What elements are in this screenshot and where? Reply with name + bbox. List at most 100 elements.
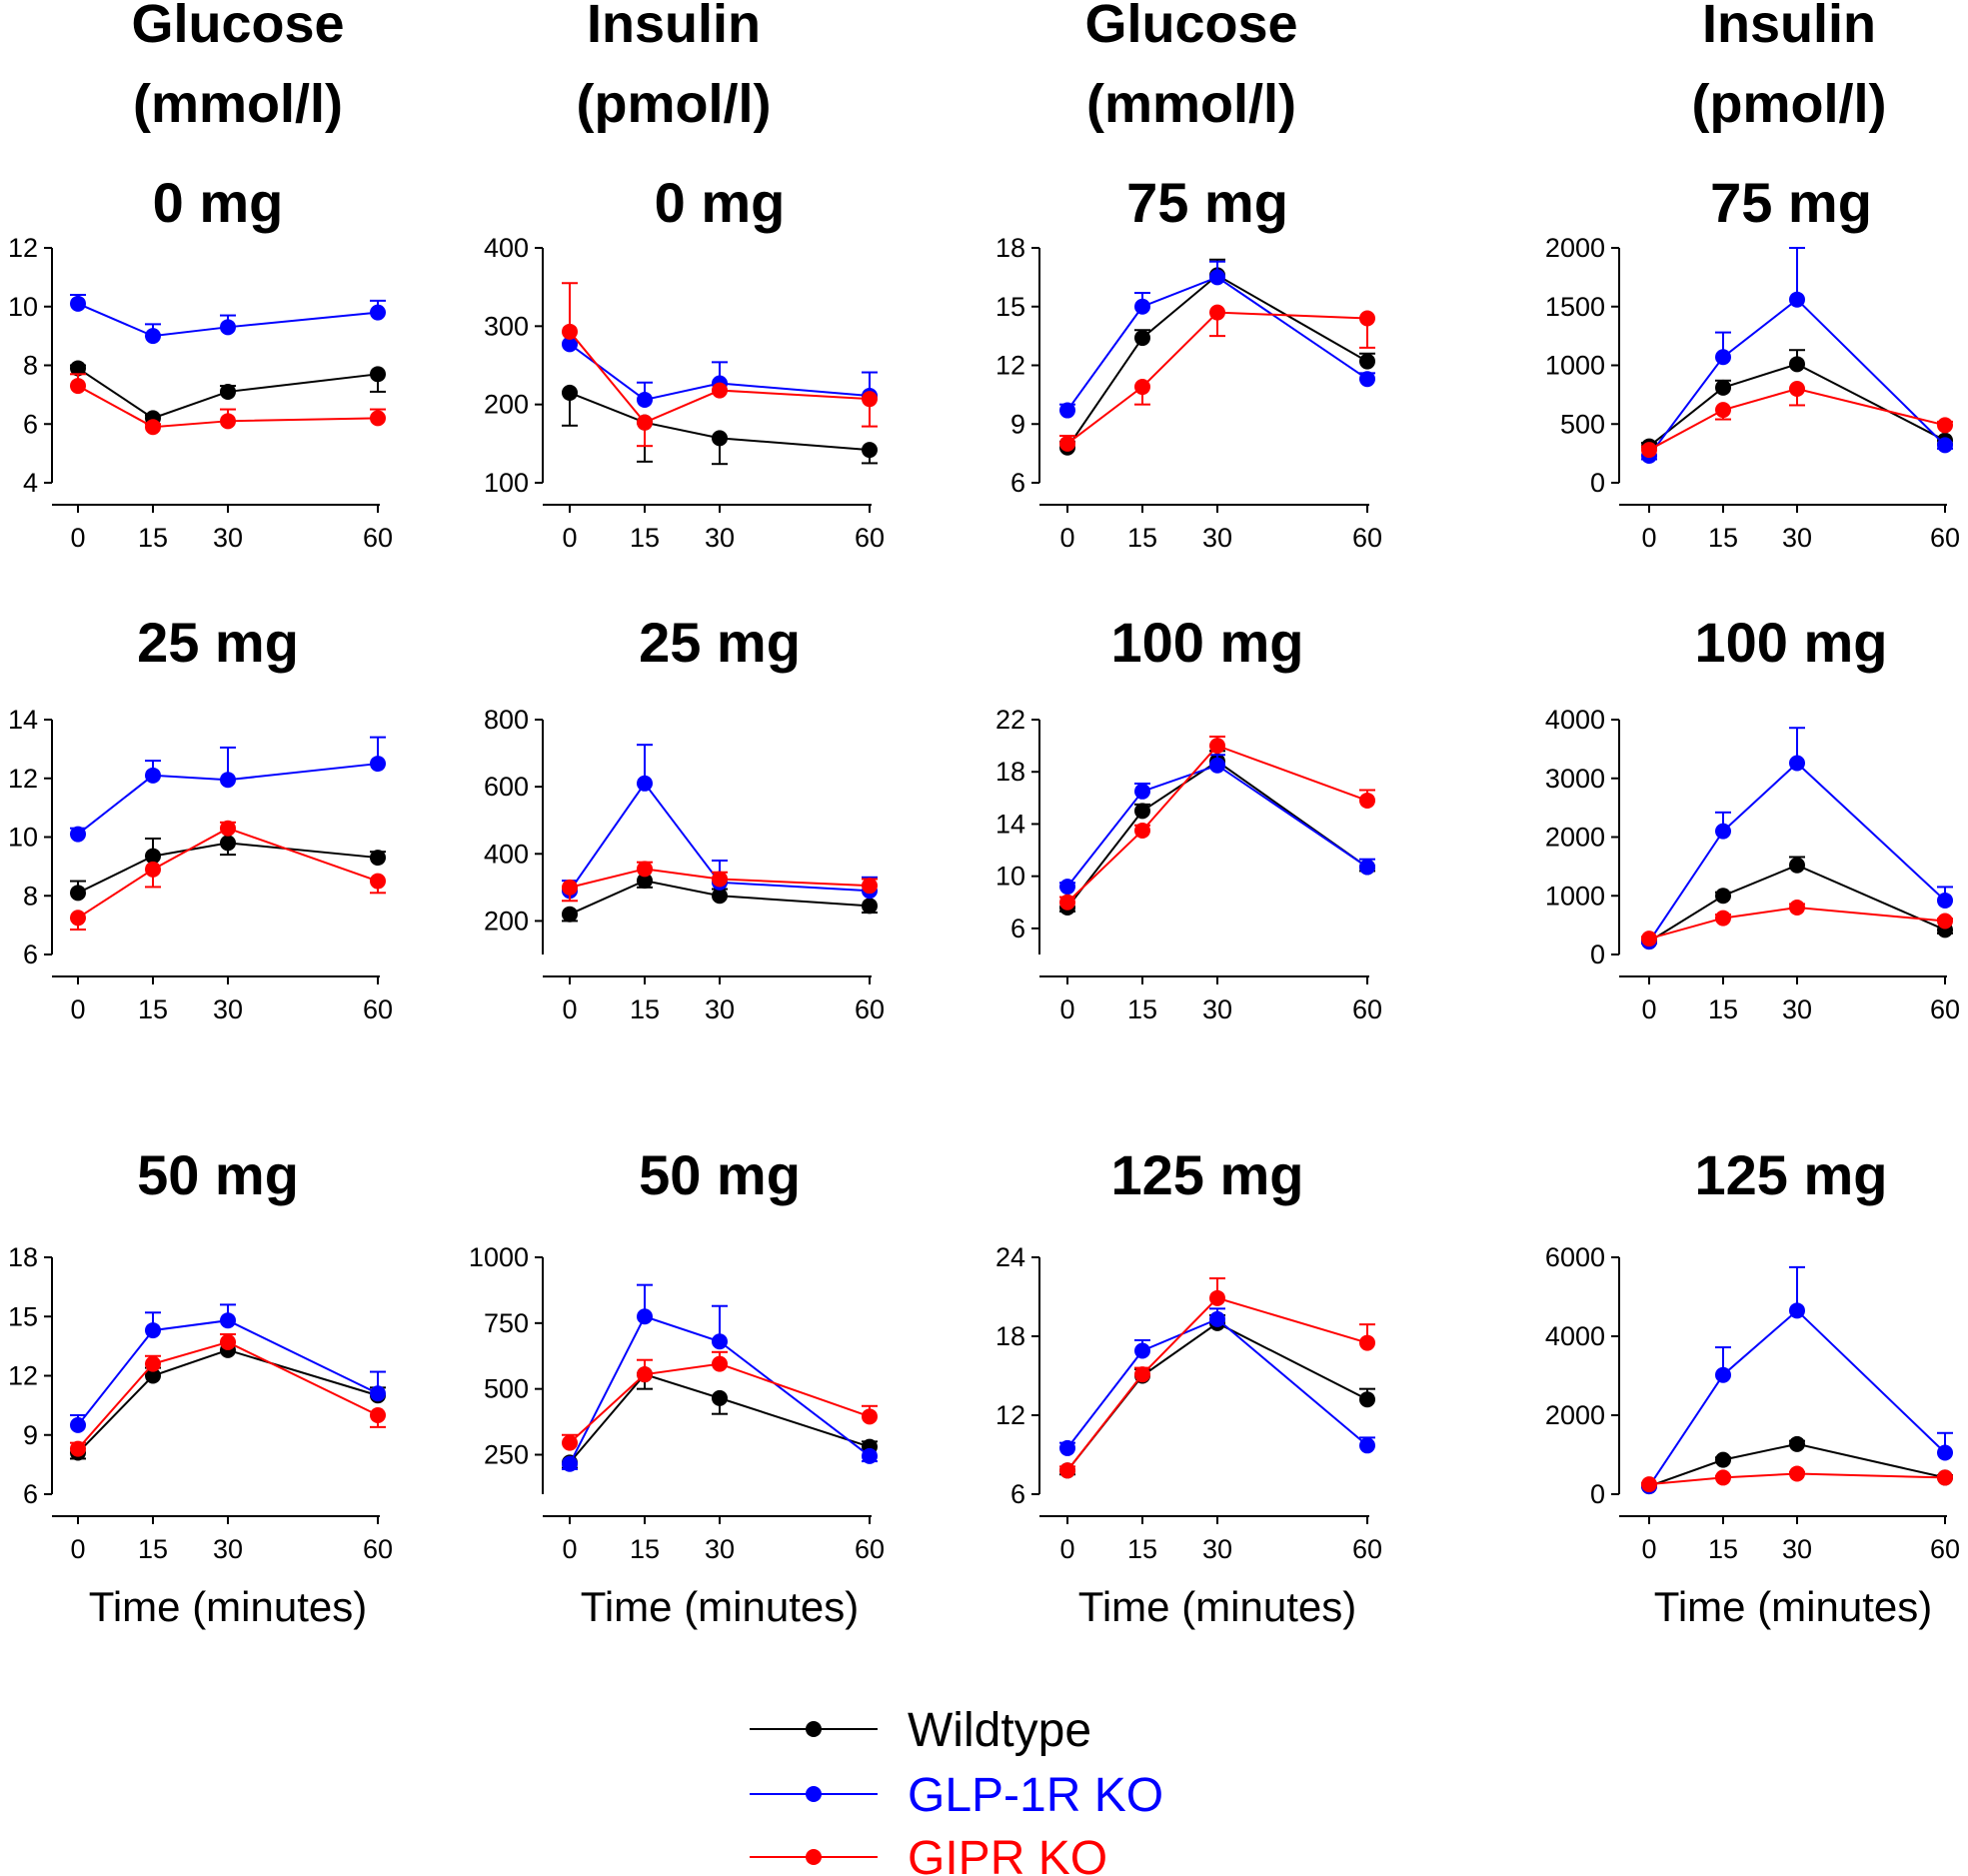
legend-item-wildtype: Wildtype (750, 1704, 1091, 1757)
data-point (712, 1389, 728, 1406)
column-title-line1: Insulin (587, 0, 761, 54)
y-tick-label: 1000 (1545, 351, 1605, 381)
data-point (1789, 900, 1805, 916)
data-point (562, 1434, 578, 1451)
series-line (77, 763, 379, 836)
series-gipr-ko (70, 1333, 386, 1457)
series-line (569, 880, 871, 916)
data-point (1209, 304, 1225, 321)
y-tick-label: 18 (995, 233, 1025, 263)
x-tick-label: 0 (562, 994, 577, 1024)
chart-panel-glc-25: 25 mg 6 8 10 12 14 0 15 30 60 (8, 611, 393, 1024)
data-point (562, 384, 578, 401)
chart-panel-glc-0: 0 mg 4 6 8 10 12 0 15 30 60 (8, 171, 393, 553)
series-line (1648, 762, 1946, 942)
series-line (1648, 1472, 1946, 1486)
series-gipr-ko (70, 373, 386, 436)
series-line (1648, 387, 1946, 451)
series-line (1648, 1308, 1946, 1487)
y-tick-label: 400 (484, 233, 529, 263)
data-point (637, 391, 653, 408)
series-glp-1r-ko (70, 294, 386, 345)
x-tick-label: 15 (1708, 994, 1738, 1024)
data-point (712, 871, 728, 888)
data-point (862, 898, 878, 915)
x-tick-label: 15 (1127, 994, 1157, 1024)
x-tick-label: 60 (1352, 1534, 1382, 1564)
y-tick-label: 18 (995, 757, 1025, 787)
y-tick-label: 15 (995, 292, 1025, 322)
data-point (1715, 379, 1731, 396)
y-tick-label: 14 (995, 809, 1025, 839)
series-gipr-ko (1641, 900, 1953, 947)
data-point (1937, 1469, 1953, 1486)
y-tick-label: 6 (23, 939, 38, 969)
x-tick-label: 15 (630, 994, 660, 1024)
series-line (77, 827, 379, 920)
data-point (1359, 859, 1375, 876)
data-point (70, 378, 86, 395)
legend-label: GIPR KO (908, 1832, 1107, 1876)
data-point (370, 410, 386, 427)
series-gipr-ko (1059, 304, 1375, 452)
data-point (1209, 1310, 1225, 1327)
data-point (145, 419, 161, 436)
data-point (712, 430, 728, 447)
data-point (562, 323, 578, 340)
legend-marker (806, 1721, 822, 1737)
data-point (562, 879, 578, 896)
series-line (1648, 864, 1946, 942)
panel-title: 125 mg (1111, 1143, 1304, 1206)
x-axis-title: Time (minutes) (89, 1583, 367, 1630)
x-tick-label: 30 (1782, 523, 1812, 553)
series-line (1066, 1321, 1368, 1471)
data-point (70, 360, 86, 377)
data-point (370, 366, 386, 383)
series-gipr-ko (70, 820, 386, 932)
data-point (1715, 888, 1731, 905)
x-tick-label: 30 (705, 994, 735, 1024)
y-tick-label: 18 (995, 1321, 1025, 1351)
y-tick-label: 750 (484, 1308, 529, 1338)
y-tick-label: 10 (995, 862, 1025, 892)
data-point (1059, 435, 1075, 452)
legend-item-glp-1r-ko: GLP-1R KO (750, 1769, 1163, 1822)
data-point (862, 1447, 878, 1464)
data-point (637, 1308, 653, 1325)
data-point (70, 826, 86, 843)
x-tick-label: 60 (1352, 523, 1382, 553)
series-line (1648, 298, 1946, 457)
data-point (220, 1333, 236, 1350)
data-point (145, 328, 161, 345)
panel-title: 25 mg (639, 611, 801, 674)
x-tick-label: 15 (138, 1534, 168, 1564)
y-tick-label: 2000 (1545, 233, 1605, 263)
data-point (637, 414, 653, 431)
y-tick-label: 12 (995, 1400, 1025, 1430)
data-point (370, 873, 386, 890)
series-wildtype (562, 1366, 878, 1471)
series-line (569, 1373, 871, 1464)
series-gipr-ko (562, 1350, 878, 1451)
series-line (77, 385, 379, 429)
panel-title: 100 mg (1695, 611, 1888, 674)
x-tick-label: 60 (855, 994, 885, 1024)
data-point (1059, 1462, 1075, 1479)
series-line (1066, 1296, 1368, 1471)
data-point (1209, 757, 1225, 774)
y-tick-label: 22 (995, 705, 1025, 735)
y-tick-label: 6 (1010, 1479, 1025, 1509)
series-wildtype (562, 873, 878, 923)
data-point (1789, 1435, 1805, 1452)
data-point (1209, 269, 1225, 286)
y-tick-label: 4000 (1545, 705, 1605, 735)
series-wildtype (1059, 750, 1375, 916)
data-point (1715, 349, 1731, 366)
data-point (862, 442, 878, 459)
x-tick-label: 0 (1059, 1534, 1074, 1564)
data-point (1715, 823, 1731, 840)
y-tick-label: 12 (8, 1361, 38, 1391)
y-tick-label: 14 (8, 705, 38, 735)
y-tick-label: 24 (995, 1242, 1025, 1272)
y-tick-label: 200 (484, 906, 529, 936)
